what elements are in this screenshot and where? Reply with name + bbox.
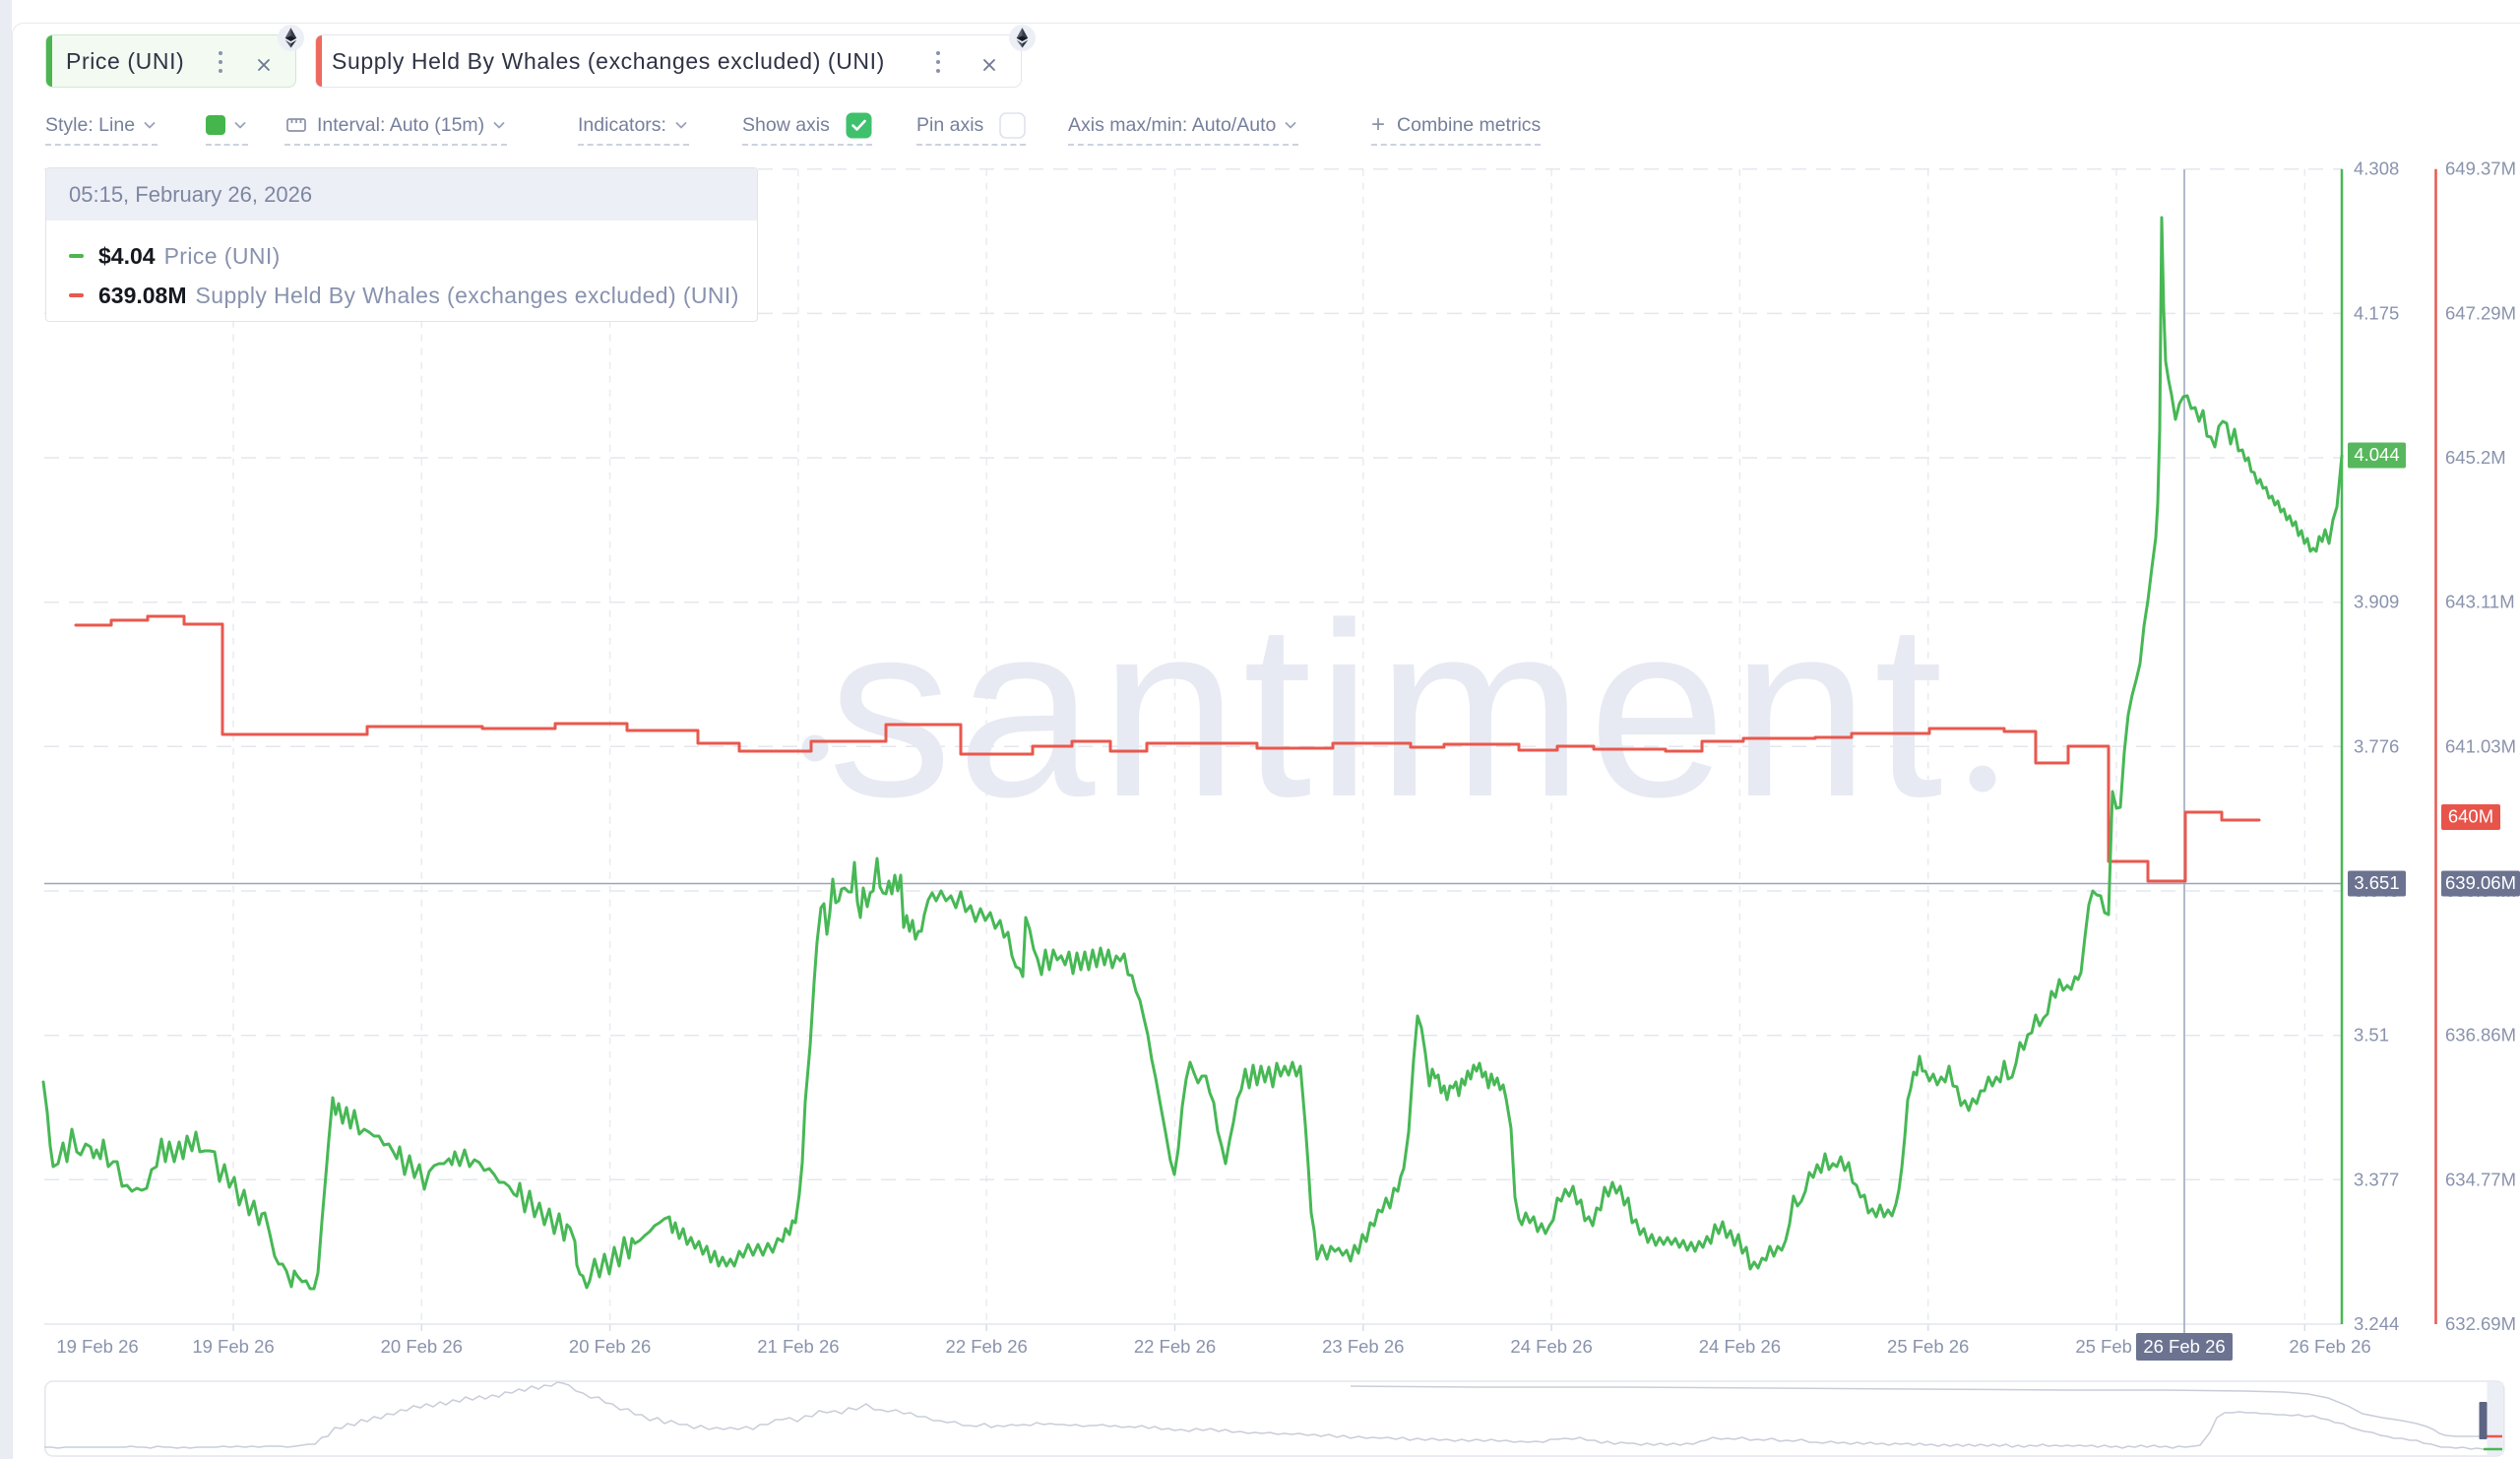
- svg-text:3.651: 3.651: [2354, 872, 2399, 893]
- svg-text:4.175: 4.175: [2354, 302, 2399, 323]
- svg-text:636.86M: 636.86M: [2445, 1025, 2516, 1046]
- svg-text:649.37M: 649.37M: [2445, 159, 2516, 179]
- svg-text:24 Feb 26: 24 Feb 26: [1699, 1336, 1781, 1357]
- svg-text:647.29M: 647.29M: [2445, 302, 2516, 323]
- svg-text:26 Feb 26: 26 Feb 26: [2143, 1336, 2225, 1357]
- svg-text:22 Feb 26: 22 Feb 26: [946, 1336, 1028, 1357]
- svg-text:4.044: 4.044: [2354, 444, 2399, 465]
- svg-text:643.11M: 643.11M: [2445, 592, 2515, 612]
- svg-text:3.909: 3.909: [2354, 592, 2399, 612]
- svg-text:20 Feb 26: 20 Feb 26: [569, 1336, 651, 1357]
- svg-text:santiment: santiment: [828, 572, 1948, 849]
- svg-text:634.77M: 634.77M: [2445, 1169, 2516, 1189]
- svg-text:20 Feb 26: 20 Feb 26: [381, 1336, 463, 1357]
- svg-text:4.308: 4.308: [2354, 159, 2399, 179]
- svg-text:3.377: 3.377: [2354, 1169, 2399, 1189]
- svg-text:641.03M: 641.03M: [2445, 735, 2516, 756]
- svg-text:639.06M: 639.06M: [2445, 872, 2516, 893]
- svg-text:645.2M: 645.2M: [2445, 447, 2506, 468]
- svg-text:23 Feb 26: 23 Feb 26: [1322, 1336, 1404, 1357]
- svg-text:632.69M: 632.69M: [2445, 1313, 2516, 1334]
- svg-text:21 Feb 26: 21 Feb 26: [757, 1336, 839, 1357]
- svg-text:3.51: 3.51: [2354, 1025, 2389, 1046]
- svg-text:3.244: 3.244: [2354, 1313, 2399, 1334]
- svg-text:25 Feb 26: 25 Feb 26: [1887, 1336, 1969, 1357]
- svg-text:26 Feb 26: 26 Feb 26: [2289, 1336, 2370, 1357]
- svg-text:3.776: 3.776: [2354, 735, 2399, 756]
- svg-text:24 Feb 26: 24 Feb 26: [1510, 1336, 1592, 1357]
- svg-text:640M: 640M: [2448, 806, 2493, 827]
- svg-text:19 Feb 26: 19 Feb 26: [192, 1336, 274, 1357]
- svg-text:19 Feb 26: 19 Feb 26: [56, 1336, 138, 1357]
- svg-text:22 Feb 26: 22 Feb 26: [1134, 1336, 1216, 1357]
